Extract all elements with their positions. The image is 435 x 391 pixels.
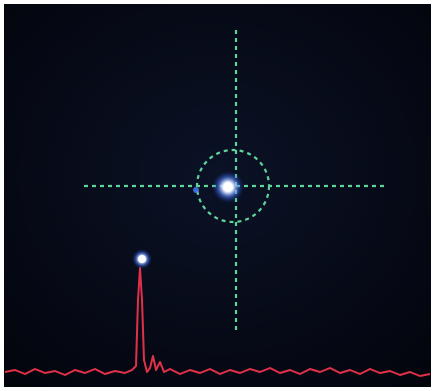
main-star-core	[223, 182, 233, 192]
reference-star-core	[138, 255, 146, 263]
scope-view	[0, 0, 435, 391]
faint-star	[193, 187, 199, 193]
page	[0, 0, 435, 391]
